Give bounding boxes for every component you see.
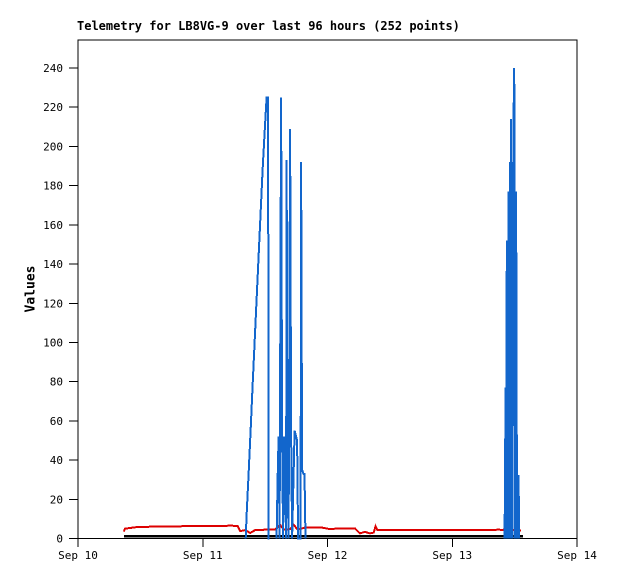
y-tick-label: 240 (43, 62, 63, 75)
y-tick-label: 160 (43, 219, 63, 232)
x-tick-label: Sep 13 (432, 549, 472, 562)
plot-border (77, 39, 578, 539)
y-tick-label: 200 (43, 140, 63, 153)
x-tick-label: Sep 10 (58, 549, 98, 562)
series-blue (244, 96, 270, 540)
y-tick-label: 140 (43, 258, 63, 271)
y-tick-label: 0 (56, 533, 63, 546)
y-tick-label: 80 (50, 376, 63, 389)
series-blue (503, 67, 521, 539)
y-tick-label: 40 (50, 454, 63, 467)
series-blue (275, 97, 307, 540)
x-tick-label: Sep 11 (183, 549, 223, 562)
y-tick-label: 100 (43, 336, 63, 349)
y-tick-label: 60 (50, 415, 63, 428)
y-tick-label: 20 (50, 493, 63, 506)
x-tick-label: Sep 14 (557, 549, 597, 562)
y-tick-label: 120 (43, 297, 63, 310)
x-tick-label: Sep 12 (308, 549, 348, 562)
chart-title: Telemetry for LB8VG-9 over last 96 hours… (77, 19, 460, 33)
y-tick-label: 220 (43, 101, 63, 114)
y-tick-label: 180 (43, 180, 63, 193)
series-red (122, 523, 522, 535)
